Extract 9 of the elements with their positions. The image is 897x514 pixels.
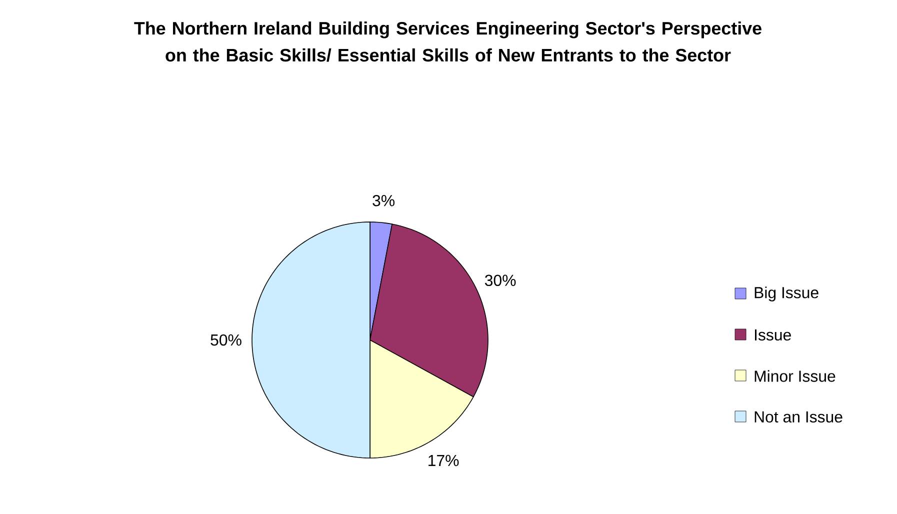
data-label: 3% <box>372 194 395 206</box>
legend-label: Big Issue <box>754 286 818 302</box>
data-label: 30% <box>484 274 516 286</box>
legend-label: Issue <box>755 329 791 341</box>
legend-label: Not an Issue <box>754 411 842 423</box>
data-label: 17% <box>428 454 459 466</box>
chart-title: The Northern Ireland Building Services Engineering Sector's Perspective on the Basic Skills/ Essential Skills of New Entrants to the Sector <box>134 22 762 62</box>
data-label: 50% <box>210 334 242 346</box>
legend-label: Minor Issue <box>754 370 836 382</box>
